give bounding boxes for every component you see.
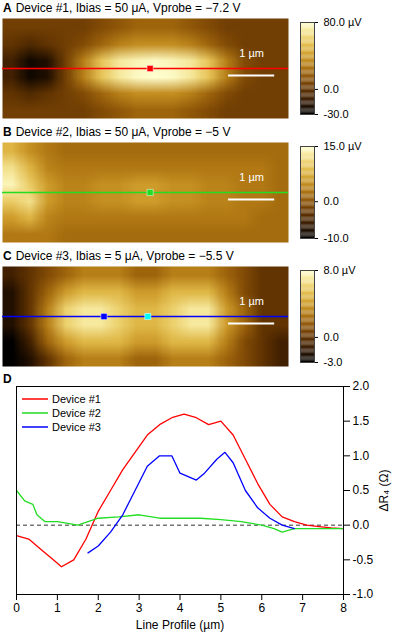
svg-text:6: 6: [258, 601, 265, 615]
svg-text:1: 1: [54, 601, 61, 615]
svg-text:1.0: 1.0: [353, 449, 370, 463]
svg-text:2: 2: [95, 601, 102, 615]
svg-text:-30.0: -30.0: [324, 108, 349, 120]
html-text:Device #1: Device #1: [52, 393, 101, 405]
html-text:A Device #1, Ibias = 50 μA, Vp: A Device #1, Ibias = 50 μA, Vprobe = −7.…: [3, 1, 241, 15]
svg-text:80.0 µV: 80.0 µV: [324, 16, 363, 28]
svg-text:Line Profile (µm): Line Profile (µm): [136, 618, 224, 632]
svg-text:ΔR₄ (Ω): ΔR₄ (Ω): [377, 470, 391, 512]
html-text:Device #3: Device #3: [52, 421, 101, 433]
svg-text:0.0: 0.0: [324, 83, 339, 95]
html-text:Device #2: Device #2: [52, 407, 101, 419]
svg-text:3: 3: [136, 601, 143, 615]
svg-text:-0.5: -0.5: [353, 553, 374, 567]
svg-text:-1.0: -1.0: [353, 587, 374, 601]
svg-text:1.5: 1.5: [353, 414, 370, 428]
svg-text:7: 7: [299, 601, 306, 615]
html-text:D: D: [3, 372, 12, 386]
svg-text:1 µm: 1 µm: [239, 47, 264, 59]
svg-text:1 µm: 1 µm: [239, 295, 264, 307]
svg-text:0.5: 0.5: [353, 483, 370, 497]
svg-text:2.0: 2.0: [353, 379, 370, 393]
svg-text:0.0: 0.0: [324, 331, 339, 343]
svg-text:-3.0: -3.0: [324, 356, 343, 368]
html-text:B Device #2, Ibias = 50 μA, Vp: B Device #2, Ibias = 50 μA, Vprobe = −5 …: [3, 125, 231, 139]
svg-text:15.0 µV: 15.0 µV: [324, 140, 363, 152]
svg-text:0.0: 0.0: [353, 518, 370, 532]
svg-text:8: 8: [340, 601, 347, 615]
svg-text:8.0 µV: 8.0 µV: [324, 264, 357, 276]
html-text:C Device #3, Ibias = 5 μA, Vpr: C Device #3, Ibias = 5 μA, Vprobe = −5.5…: [3, 249, 234, 263]
svg-text:-10.0: -10.0: [324, 232, 349, 244]
svg-text:0: 0: [13, 601, 20, 615]
svg-text:1 µm: 1 µm: [239, 171, 264, 183]
svg-text:0.0: 0.0: [324, 195, 339, 207]
svg-text:4: 4: [177, 601, 184, 615]
svg-text:5: 5: [218, 601, 225, 615]
